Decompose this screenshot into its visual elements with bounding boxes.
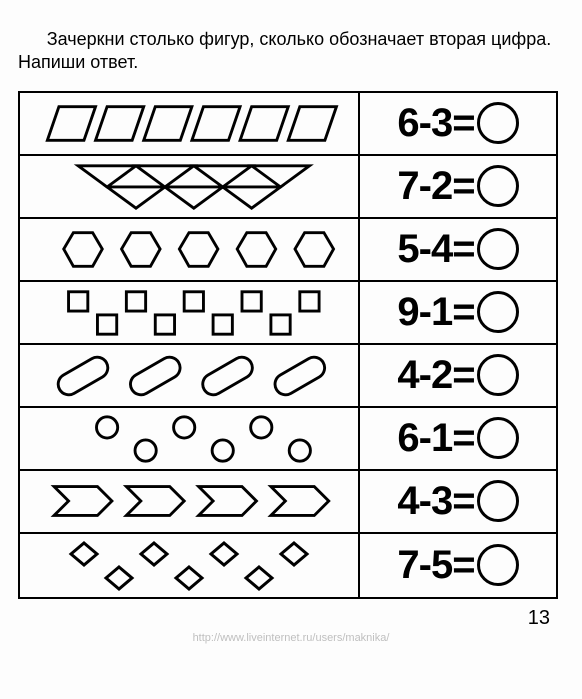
equation-text: 5-4= (397, 227, 474, 272)
shapes-cell (20, 282, 360, 343)
answer-circle[interactable] (477, 354, 519, 396)
answer-circle[interactable] (477, 291, 519, 333)
equation-text: 4-2= (397, 353, 474, 398)
equation-text: 7-2= (397, 164, 474, 209)
exercise-table: 6-3= 7-2 (18, 91, 558, 599)
equation-cell: 6-1= (360, 408, 556, 469)
equation-text: 6-3= (397, 101, 474, 146)
hexagon-group (24, 223, 354, 276)
answer-circle[interactable] (477, 544, 519, 586)
table-row: 9-1= (20, 282, 556, 345)
answer-circle[interactable] (477, 102, 519, 144)
shapes-cell (20, 534, 360, 597)
table-row: 7-5= (20, 534, 556, 597)
equation-cell: 5-4= (360, 219, 556, 280)
shapes-cell (20, 156, 360, 217)
table-row: 5-4= (20, 219, 556, 282)
equation-cell: 6-3= (360, 93, 556, 154)
watermark-text: http://www.liveinternet.ru/users/maknika… (18, 632, 564, 644)
parallelogram-group (24, 97, 354, 150)
diamond-group (24, 538, 354, 593)
answer-circle[interactable] (477, 165, 519, 207)
shapes-cell (20, 345, 360, 406)
table-row: 6-3= (20, 93, 556, 156)
answer-circle[interactable] (477, 228, 519, 270)
shapes-cell (20, 408, 360, 469)
equation-cell: 7-5= (360, 534, 556, 597)
table-row: 4-3= (20, 471, 556, 534)
shapes-cell (20, 471, 360, 532)
table-row: 4-2= (20, 345, 556, 408)
pill-group (24, 349, 354, 402)
equation-text: 9-1= (397, 290, 474, 335)
equation-cell: 7-2= (360, 156, 556, 217)
equation-cell: 4-3= (360, 471, 556, 532)
answer-circle[interactable] (477, 480, 519, 522)
worksheet-page: Зачеркни столько фигур, сколько обознача… (0, 0, 582, 652)
triangle-group (24, 160, 354, 213)
table-row: 7-2= (20, 156, 556, 219)
table-row: 6-1= (20, 408, 556, 471)
equation-text: 7-5= (397, 543, 474, 588)
equation-text: 6-1= (397, 416, 474, 461)
equation-text: 4-3= (397, 479, 474, 524)
instruction-text: Зачеркни столько фигур, сколько обознача… (18, 28, 564, 75)
shapes-cell (20, 93, 360, 154)
arrow-group (24, 475, 354, 528)
answer-circle[interactable] (477, 417, 519, 459)
square-group (24, 286, 354, 339)
equation-cell: 9-1= (360, 282, 556, 343)
circle-group (24, 412, 354, 465)
equation-cell: 4-2= (360, 345, 556, 406)
page-number: 13 (18, 607, 564, 630)
shapes-cell (20, 219, 360, 280)
